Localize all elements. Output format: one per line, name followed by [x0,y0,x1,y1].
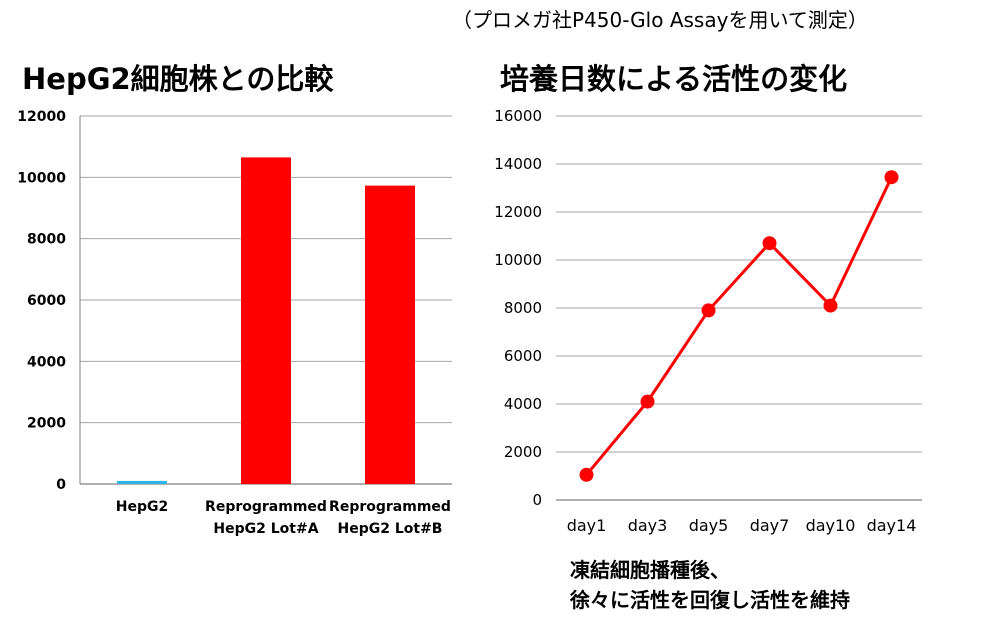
data-point [579,467,594,482]
bar-category-label: HepG2 Lot#B [338,521,443,537]
right-chart-title: 培養日数による活性の変化 [500,62,848,96]
bar-category-label: Reprogrammed [205,499,327,515]
line-y-tick-label: 16000 [494,107,542,125]
caption-line-2: 徐々に活性を回復し活性を維持 [570,588,850,612]
bar-y-tick-label: 10000 [17,170,66,186]
bar [241,157,291,484]
line-category-label: day7 [750,516,790,535]
line-category-label: day1 [567,516,607,535]
caption-line-1: 凍結細胞播種後、 [570,558,730,582]
line-y-tick-label: 4000 [504,395,542,413]
bar [365,185,415,484]
bar-category-label: HepG2 [116,499,168,515]
data-point [823,298,838,313]
bar-category-label: Reprogrammed [329,499,451,515]
bar-y-tick-label: 0 [56,477,66,493]
bar-y-tick-label: 12000 [17,109,66,125]
line-y-tick-label: 0 [532,491,542,509]
line-y-tick-label: 6000 [504,347,542,365]
line-category-label: day14 [867,516,917,535]
line-y-tick-label: 14000 [494,155,542,173]
line-category-label: day10 [806,516,856,535]
measurement-note: （プロメガ社P450-Glo Assayを用いて測定） [452,8,868,32]
data-point [701,303,716,318]
bar [117,480,167,484]
line-category-label: day3 [628,516,668,535]
bar-y-tick-label: 6000 [27,293,66,309]
line-y-tick-label: 8000 [504,299,542,317]
line-y-tick-label: 10000 [494,251,542,269]
bar-y-tick-label: 4000 [27,354,66,370]
series-line [585,176,893,476]
line-y-tick-label: 12000 [494,203,542,221]
left-chart-title: HepG2細胞株との比較 [22,62,334,96]
data-point [884,170,899,185]
bar-y-tick-label: 2000 [27,416,66,432]
line-y-tick-label: 2000 [504,443,542,461]
line-category-label: day5 [689,516,729,535]
bar-category-label: HepG2 Lot#A [213,521,318,537]
data-point [640,394,655,409]
data-point [762,236,777,251]
bar-y-tick-label: 8000 [27,232,66,248]
